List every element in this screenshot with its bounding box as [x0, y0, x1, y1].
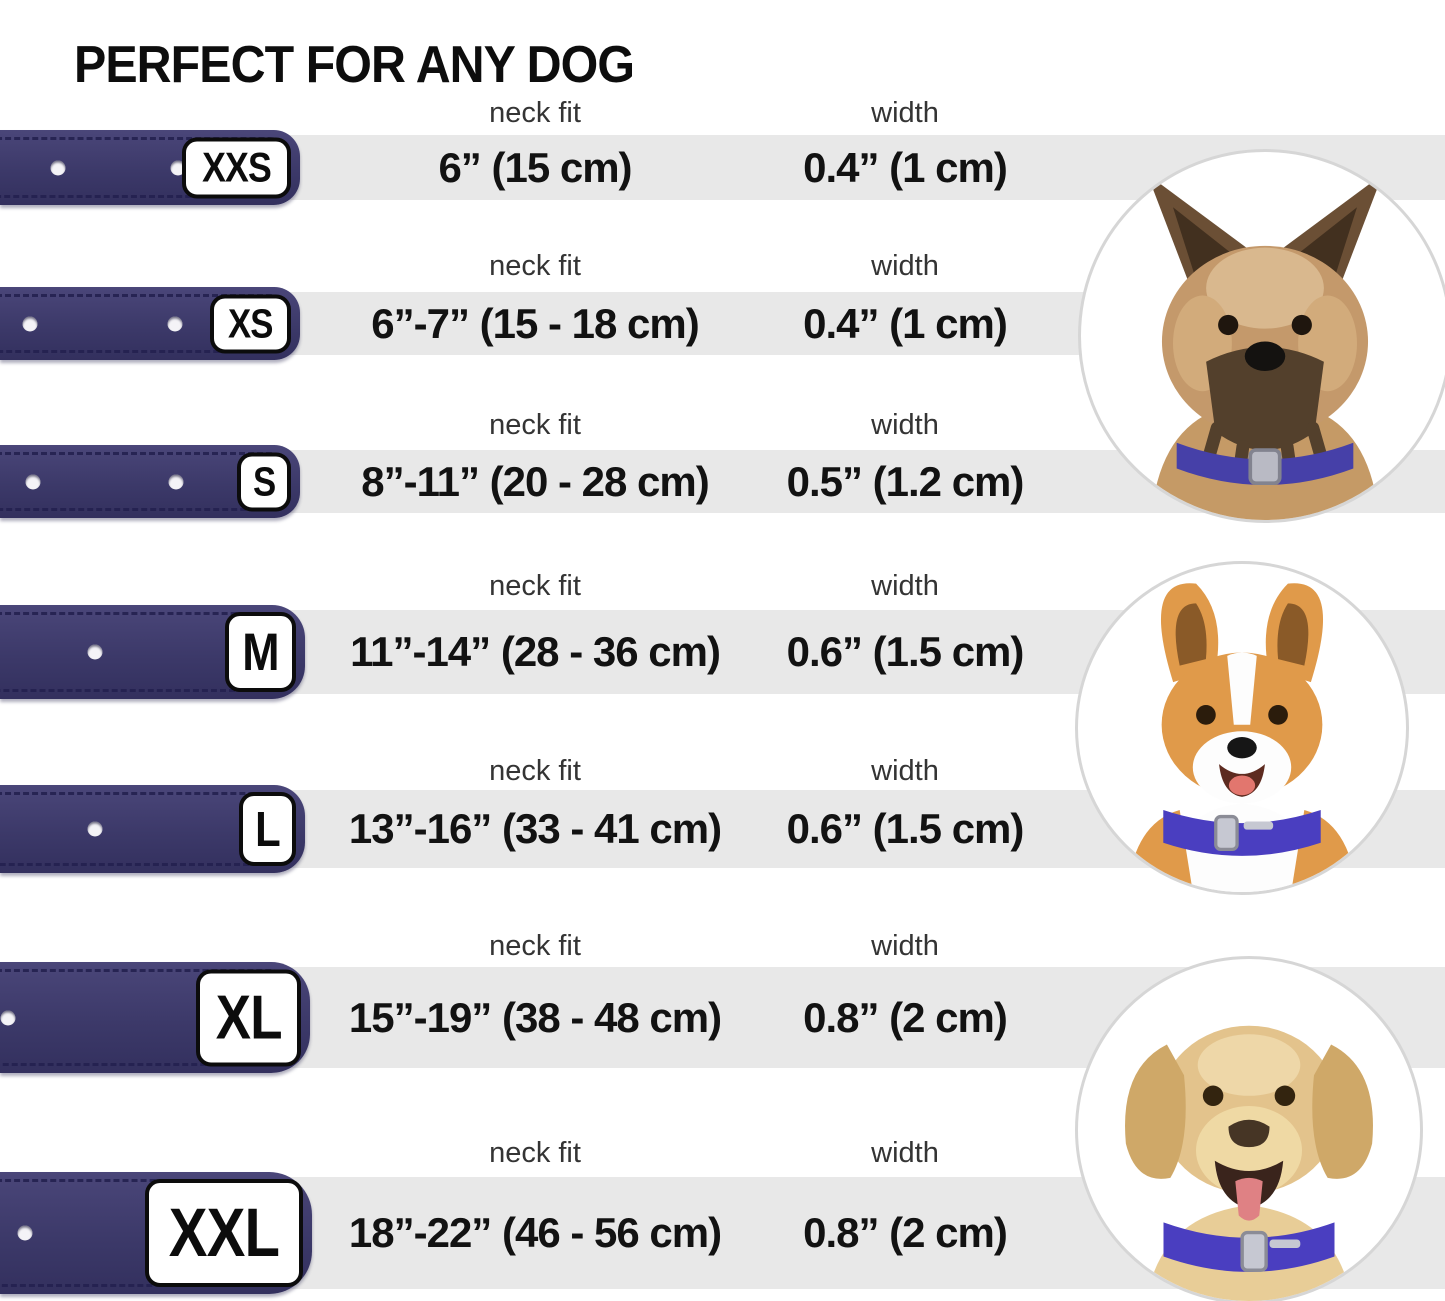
width-value: 0.4” (1 cm) — [803, 300, 1008, 347]
size-badge-xs: XS — [210, 294, 291, 353]
size-badge-label: XS — [228, 300, 274, 346]
width-value: 0.6” (1.5 cm) — [786, 805, 1025, 852]
neck-fit-header: neck fit — [489, 250, 581, 282]
collar-hole — [170, 160, 186, 175]
size-badge-label: S — [252, 458, 276, 504]
width-header: width — [871, 1137, 939, 1169]
width-header: width — [871, 570, 939, 602]
collar-hole — [17, 1225, 33, 1241]
neck-fit-header: neck fit — [489, 1137, 581, 1169]
size-badge-label: M — [242, 622, 279, 682]
collar-hole — [168, 474, 184, 489]
width-value: 0.8” (2 cm) — [803, 994, 1008, 1041]
labrador-illustration — [1125, 1025, 1373, 1301]
collar-strap-xl: XL — [0, 962, 310, 1073]
collar-hole — [22, 316, 38, 331]
collar-hole — [87, 821, 103, 837]
width-value: 0.5” (1.2 cm) — [786, 458, 1025, 505]
collar-strap-s: S — [0, 445, 300, 518]
size-badge-xxl: XXL — [145, 1179, 303, 1287]
collar-hole — [0, 1010, 16, 1025]
size-badge-label: XXL — [168, 1195, 280, 1271]
neck-fit-value: 18”-22” (46 - 56 cm) — [348, 1209, 722, 1256]
neck-fit-value: 6” (15 cm) — [438, 144, 632, 191]
dog-photo-corgi — [1075, 561, 1409, 895]
size-badge-label: XXS — [202, 143, 272, 191]
terrier-illustration — [1147, 174, 1383, 520]
neck-fit-header: neck fit — [489, 755, 581, 787]
width-value: 0.6” (1.5 cm) — [786, 628, 1025, 675]
width-header: width — [871, 930, 939, 962]
size-badge-m: M — [225, 612, 296, 692]
collar-hole — [167, 316, 183, 331]
width-header: width — [871, 409, 939, 441]
dog-photo-terrier — [1078, 149, 1445, 523]
size-badge-xxs: XXS — [181, 137, 291, 198]
corgi-illustration — [1127, 583, 1357, 892]
dog-photo-labrador — [1075, 956, 1423, 1301]
collar-strap-l: L — [0, 785, 305, 873]
collar-hole — [87, 644, 103, 660]
size-badge-label: XL — [215, 983, 282, 1052]
width-header: width — [871, 755, 939, 787]
collar-hole — [25, 474, 41, 489]
size-badge-s: S — [236, 452, 291, 511]
neck-fit-value: 8”-11” (20 - 28 cm) — [361, 458, 710, 505]
width-value: 0.8” (2 cm) — [803, 1209, 1008, 1256]
neck-fit-header: neck fit — [489, 570, 581, 602]
collar-strap-xxl: XXL — [0, 1172, 312, 1294]
neck-fit-value: 11”-14” (28 - 36 cm) — [350, 628, 721, 675]
collar-strap-xs: XS — [0, 287, 300, 360]
neck-fit-header: neck fit — [489, 97, 581, 129]
neck-fit-value: 13”-16” (33 - 41 cm) — [348, 805, 722, 852]
collar-strap-m: M — [0, 605, 305, 699]
collar-strap-xxs: XXS — [0, 130, 300, 205]
page-title: PERFECT FOR ANY DOG — [74, 35, 635, 94]
neck-fit-header: neck fit — [489, 930, 581, 962]
width-header: width — [871, 250, 939, 282]
size-badge-xl: XL — [195, 969, 301, 1066]
neck-fit-header: neck fit — [489, 409, 581, 441]
width-value: 0.4” (1 cm) — [803, 144, 1008, 191]
size-badge-l: L — [238, 792, 296, 866]
size-badge-label: L — [255, 801, 281, 857]
neck-fit-value: 6”-7” (15 - 18 cm) — [371, 300, 699, 347]
collar-hole — [50, 160, 66, 175]
width-header: width — [871, 97, 939, 129]
neck-fit-value: 15”-19” (38 - 48 cm) — [348, 994, 722, 1041]
